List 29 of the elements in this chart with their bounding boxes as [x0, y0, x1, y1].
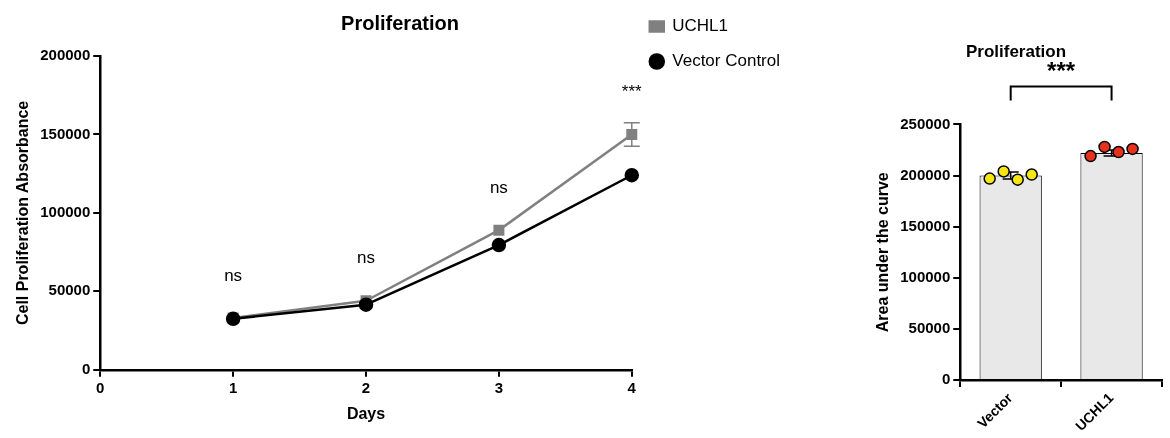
- annotation: ns: [224, 265, 243, 285]
- x-tick-label: 4: [627, 378, 637, 396]
- y-tick-label: 150000: [900, 216, 951, 234]
- point: [358, 297, 374, 312]
- annotation: ns: [489, 177, 508, 197]
- y-axis-title: Area under the curve: [874, 172, 892, 333]
- chart-title: Proliferation: [341, 11, 459, 34]
- y-tick-label: 100000: [40, 203, 91, 221]
- point: [491, 237, 507, 253]
- y-axis-title: Cell Proliferation Absorbance: [14, 100, 32, 326]
- annotation: ns: [357, 248, 375, 268]
- y-tick-label: 50000: [908, 319, 951, 337]
- y-tick-label: 150000: [40, 124, 91, 142]
- x-axis-title: Days: [346, 404, 386, 422]
- y-tick-label: 200000: [40, 46, 91, 64]
- y-tick-label: 200000: [900, 165, 951, 183]
- x-tick-label: 2: [361, 378, 371, 396]
- y-tick-label: 100000: [900, 267, 951, 285]
- legend-label: UCHL1: [672, 16, 729, 36]
- point: [624, 167, 640, 183]
- y-tick-label: 0: [81, 359, 91, 377]
- y-tick-label: 250000: [900, 114, 951, 132]
- legend-label: Vector Control: [672, 51, 781, 71]
- x-tick-label: 1: [228, 378, 238, 396]
- x-tick-label: 3: [494, 378, 504, 396]
- annotation: ***: [621, 82, 643, 102]
- y-tick-label: 50000: [48, 281, 91, 299]
- point: [493, 224, 505, 236]
- x-tick-label: 0: [96, 378, 105, 396]
